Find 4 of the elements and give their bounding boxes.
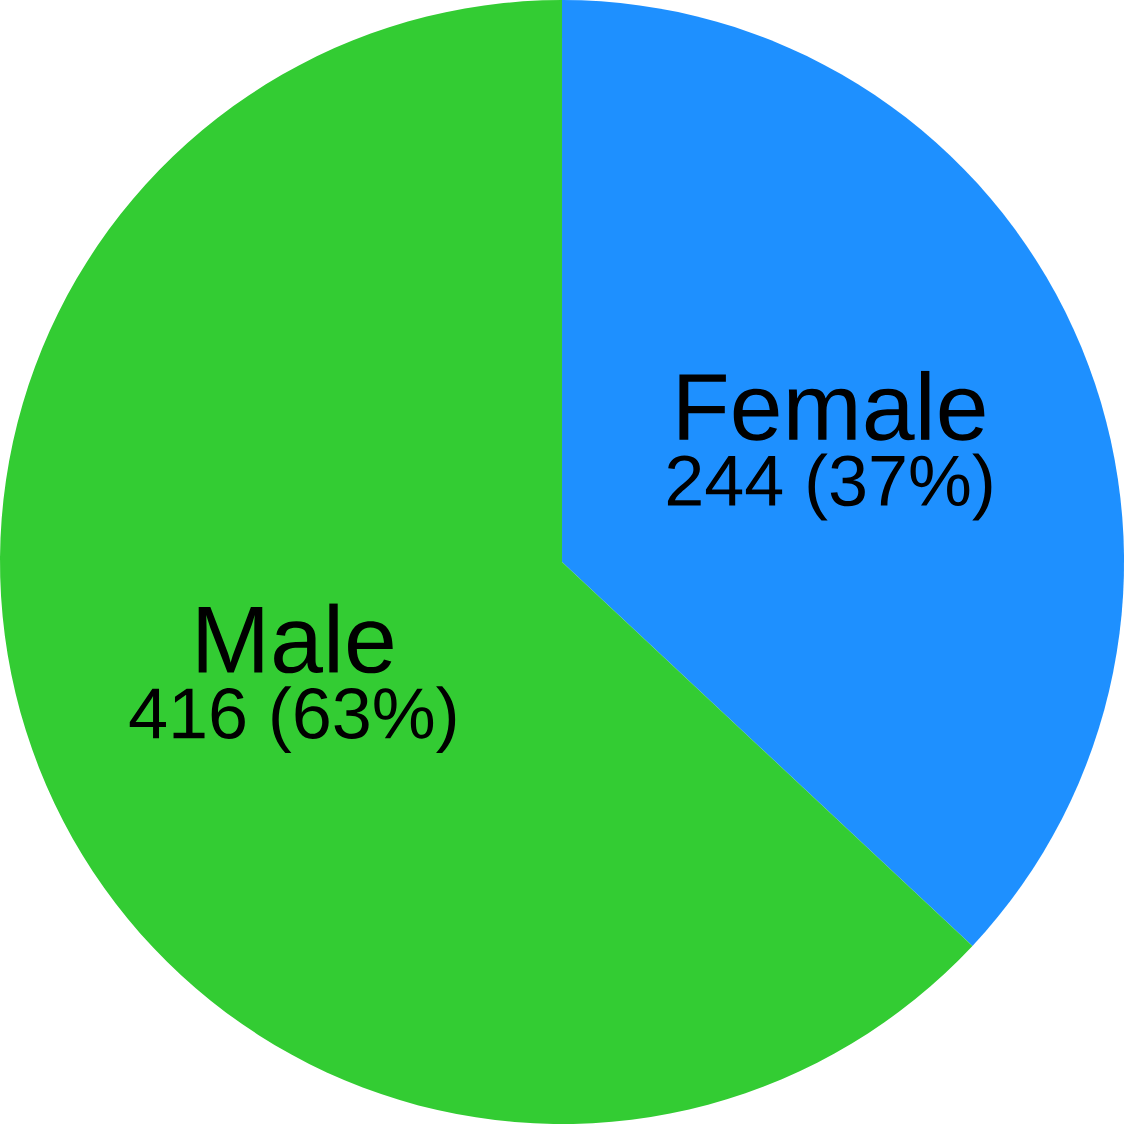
slice-label: Female [679, 370, 985, 441]
slice-label: Male [198, 603, 393, 674]
data-label: 416 (63%) [129, 686, 456, 754]
data-label: 244 (37%) [667, 453, 992, 521]
